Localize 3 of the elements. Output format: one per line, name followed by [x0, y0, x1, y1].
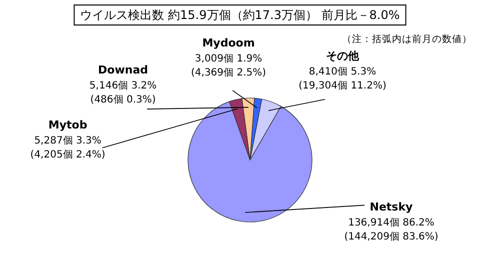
chart-subtitle: （注：括弧内は前月の数値）: [342, 33, 472, 45]
chart-title: ウイルス検出数 約15.9万個（約17.3万個） 前月比－8.0%: [80, 8, 400, 22]
title: ウイルス検出数 約15.9万個（約17.3万個） 前月比－8.0%: [74, 4, 406, 26]
